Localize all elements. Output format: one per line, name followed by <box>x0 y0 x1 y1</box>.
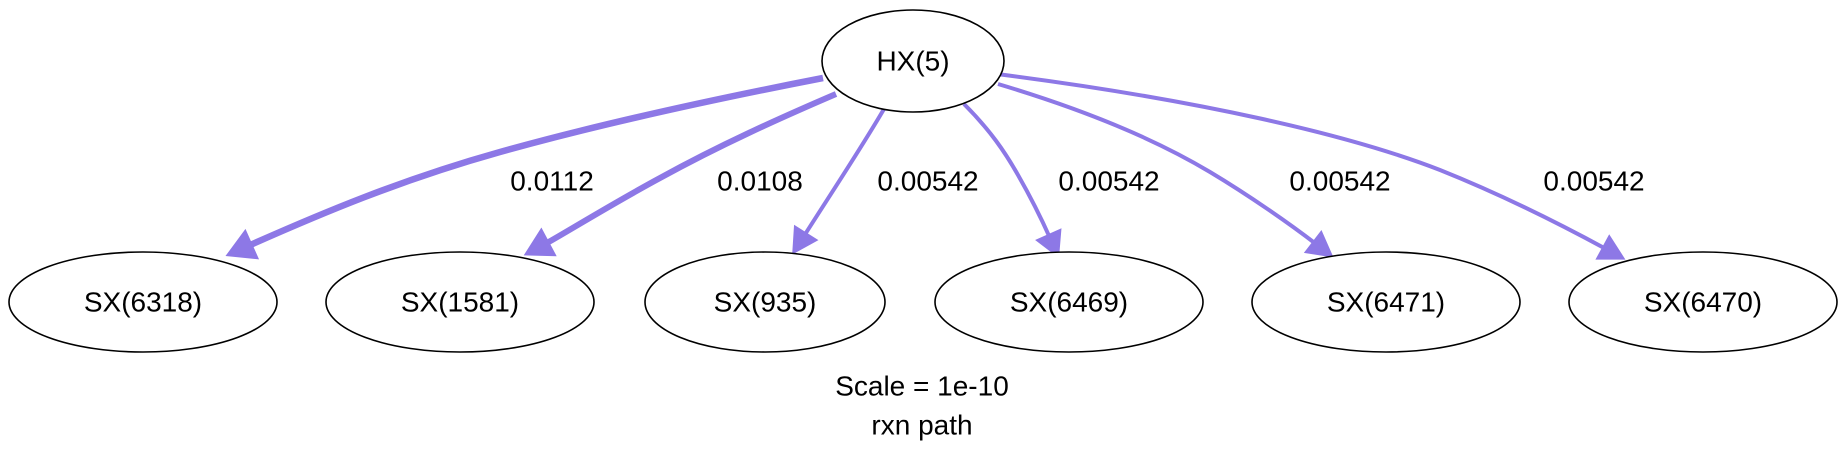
node-root-label: HX(5) <box>876 46 949 77</box>
edge-arrowhead-5 <box>1303 229 1334 258</box>
edge-label-6: 0.00542 <box>1543 166 1644 197</box>
node-child-1: SX(6318) <box>8 251 278 353</box>
edge-5 <box>997 82 1318 246</box>
edge-4 <box>962 102 1052 239</box>
node-child-1-ellipse <box>8 251 278 353</box>
edge-labels-layer: 0.0112 0.0108 0.00542 0.00542 0.00542 0.00542 <box>510 166 1644 197</box>
edge-arrowhead-4 <box>1035 228 1062 259</box>
node-child-4: SX(6469) <box>934 251 1204 353</box>
edge-3 <box>802 107 886 238</box>
node-root-ellipse <box>821 9 1005 113</box>
node-child-6: SX(6470) <box>1568 251 1838 353</box>
scale-caption: Scale = 1e-10 <box>835 371 1009 402</box>
node-child-1-label: SX(6318) <box>84 287 202 318</box>
node-child-4-ellipse <box>934 251 1204 353</box>
edge-arrowhead-2 <box>523 227 557 257</box>
edge-label-5: 0.00542 <box>1289 166 1390 197</box>
node-child-6-label: SX(6470) <box>1644 287 1762 318</box>
node-child-5: SX(6471) <box>1251 251 1521 353</box>
node-child-3: SX(935) <box>644 251 886 353</box>
node-child-3-label: SX(935) <box>714 287 817 318</box>
edge-label-4: 0.00542 <box>1058 166 1159 197</box>
edge-2 <box>543 91 838 247</box>
title-caption: rxn path <box>871 410 972 441</box>
node-child-5-ellipse <box>1251 251 1521 353</box>
edges-layer <box>225 72 1626 260</box>
edge-label-1: 0.0112 <box>510 166 594 197</box>
edge-6 <box>996 72 1607 251</box>
node-child-2: SX(1581) <box>325 251 595 353</box>
edge-arrowhead-3 <box>792 224 819 255</box>
nodes-layer: HX(5) SX(6318) SX(1581) SX(935) SX(6469) SX(6… <box>8 9 1838 353</box>
edge-1 <box>246 74 824 249</box>
edge-label-2: 0.0108 <box>717 166 803 197</box>
edge-arrowhead-1 <box>225 228 260 260</box>
edge-arrowhead-6 <box>1595 234 1626 260</box>
node-child-2-ellipse <box>325 251 595 353</box>
node-root: HX(5) <box>821 9 1005 113</box>
node-child-4-label: SX(6469) <box>1010 287 1128 318</box>
node-child-6-ellipse <box>1568 251 1838 353</box>
node-child-3-ellipse <box>644 251 886 353</box>
node-child-5-label: SX(6471) <box>1327 287 1445 318</box>
edge-label-3: 0.00542 <box>877 166 978 197</box>
node-child-2-label: SX(1581) <box>401 287 519 318</box>
